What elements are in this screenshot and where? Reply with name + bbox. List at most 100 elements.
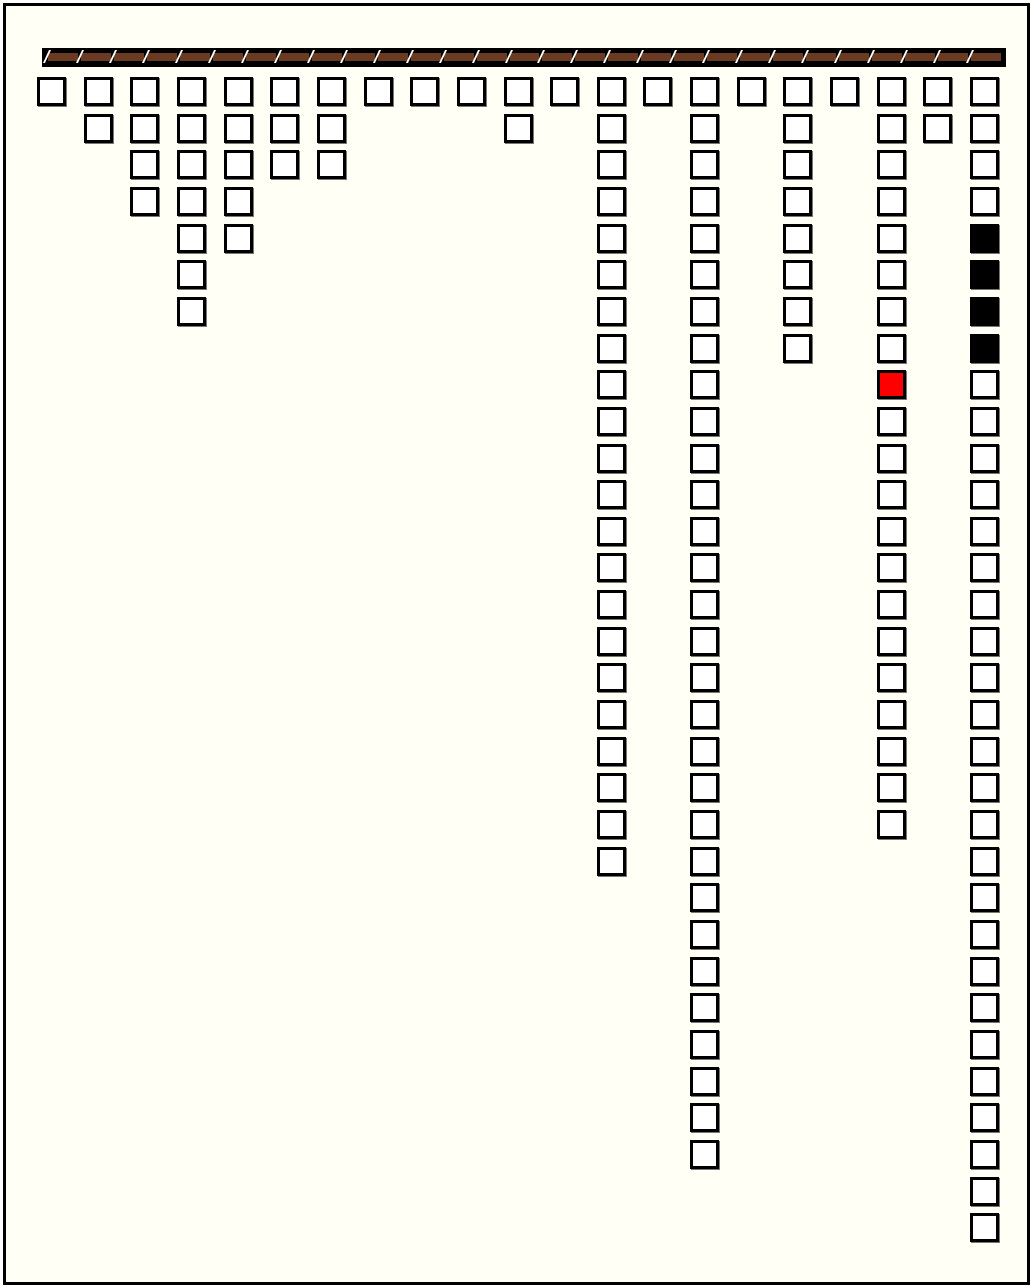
cell[interactable]	[597, 847, 626, 876]
cell[interactable]	[970, 517, 999, 546]
cell[interactable]	[597, 590, 626, 619]
cell[interactable]	[690, 810, 719, 839]
cell[interactable]	[597, 407, 626, 436]
cell[interactable]	[970, 1030, 999, 1059]
cell[interactable]	[970, 663, 999, 692]
cell[interactable]	[690, 407, 719, 436]
cell[interactable]	[224, 114, 253, 143]
cell[interactable]	[877, 114, 906, 143]
cell[interactable]	[877, 297, 906, 326]
cell[interactable]	[317, 150, 346, 179]
cell[interactable]	[597, 627, 626, 656]
cell[interactable]	[970, 150, 999, 179]
cell[interactable]	[690, 700, 719, 729]
cell-filled[interactable]	[877, 370, 906, 399]
cell[interactable]	[970, 700, 999, 729]
cell[interactable]	[690, 553, 719, 582]
cell[interactable]	[130, 77, 159, 106]
cell[interactable]	[690, 260, 719, 289]
cell[interactable]	[970, 1213, 999, 1242]
cell[interactable]	[690, 114, 719, 143]
cell[interactable]	[130, 114, 159, 143]
cell[interactable]	[597, 517, 626, 546]
cell[interactable]	[130, 150, 159, 179]
cell[interactable]	[690, 1140, 719, 1169]
cell[interactable]	[877, 224, 906, 253]
cell[interactable]	[177, 187, 206, 216]
cell[interactable]	[783, 224, 812, 253]
cell[interactable]	[690, 1067, 719, 1096]
cell[interactable]	[597, 444, 626, 473]
cell[interactable]	[970, 627, 999, 656]
cell[interactable]	[130, 187, 159, 216]
cell[interactable]	[877, 627, 906, 656]
cell[interactable]	[690, 957, 719, 986]
cell[interactable]	[690, 1030, 719, 1059]
cell[interactable]	[830, 77, 859, 106]
cell[interactable]	[923, 77, 952, 106]
cell[interactable]	[970, 810, 999, 839]
cell[interactable]	[224, 150, 253, 179]
cell[interactable]	[877, 700, 906, 729]
cell[interactable]	[177, 150, 206, 179]
cell[interactable]	[597, 224, 626, 253]
cell[interactable]	[877, 77, 906, 106]
cell[interactable]	[597, 663, 626, 692]
cell[interactable]	[317, 77, 346, 106]
cell[interactable]	[690, 627, 719, 656]
cell[interactable]	[877, 737, 906, 766]
cell[interactable]	[597, 810, 626, 839]
cell[interactable]	[877, 553, 906, 582]
cell[interactable]	[737, 77, 766, 106]
cell[interactable]	[364, 77, 393, 106]
cell[interactable]	[783, 334, 812, 363]
cell[interactable]	[970, 773, 999, 802]
cell-filled[interactable]	[970, 224, 999, 253]
cell[interactable]	[877, 773, 906, 802]
cell[interactable]	[877, 590, 906, 619]
cell[interactable]	[597, 187, 626, 216]
cell[interactable]	[690, 773, 719, 802]
cell[interactable]	[177, 297, 206, 326]
cell[interactable]	[783, 150, 812, 179]
cell[interactable]	[970, 957, 999, 986]
cell[interactable]	[224, 77, 253, 106]
cell[interactable]	[970, 553, 999, 582]
cell[interactable]	[970, 590, 999, 619]
cell[interactable]	[690, 517, 719, 546]
cell[interactable]	[970, 187, 999, 216]
cell[interactable]	[84, 114, 113, 143]
cell[interactable]	[597, 77, 626, 106]
cell[interactable]	[877, 480, 906, 509]
cell[interactable]	[970, 737, 999, 766]
cell[interactable]	[597, 773, 626, 802]
cell[interactable]	[597, 260, 626, 289]
cell[interactable]	[970, 77, 999, 106]
cell[interactable]	[177, 260, 206, 289]
cell[interactable]	[970, 480, 999, 509]
cell[interactable]	[317, 114, 346, 143]
cell[interactable]	[690, 737, 719, 766]
cell[interactable]	[410, 77, 439, 106]
cell[interactable]	[877, 517, 906, 546]
cell[interactable]	[690, 224, 719, 253]
cell[interactable]	[690, 663, 719, 692]
cell[interactable]	[270, 150, 299, 179]
cell[interactable]	[270, 114, 299, 143]
cell[interactable]	[270, 77, 299, 106]
cell[interactable]	[690, 370, 719, 399]
cell[interactable]	[690, 847, 719, 876]
cell[interactable]	[970, 1067, 999, 1096]
cell[interactable]	[783, 77, 812, 106]
cell[interactable]	[877, 407, 906, 436]
cell[interactable]	[970, 883, 999, 912]
cell[interactable]	[690, 334, 719, 363]
cell[interactable]	[597, 480, 626, 509]
cell[interactable]	[597, 114, 626, 143]
cell[interactable]	[597, 553, 626, 582]
cell[interactable]	[597, 297, 626, 326]
cell[interactable]	[550, 77, 579, 106]
cell[interactable]	[84, 77, 113, 106]
cell[interactable]	[877, 663, 906, 692]
cell[interactable]	[597, 334, 626, 363]
